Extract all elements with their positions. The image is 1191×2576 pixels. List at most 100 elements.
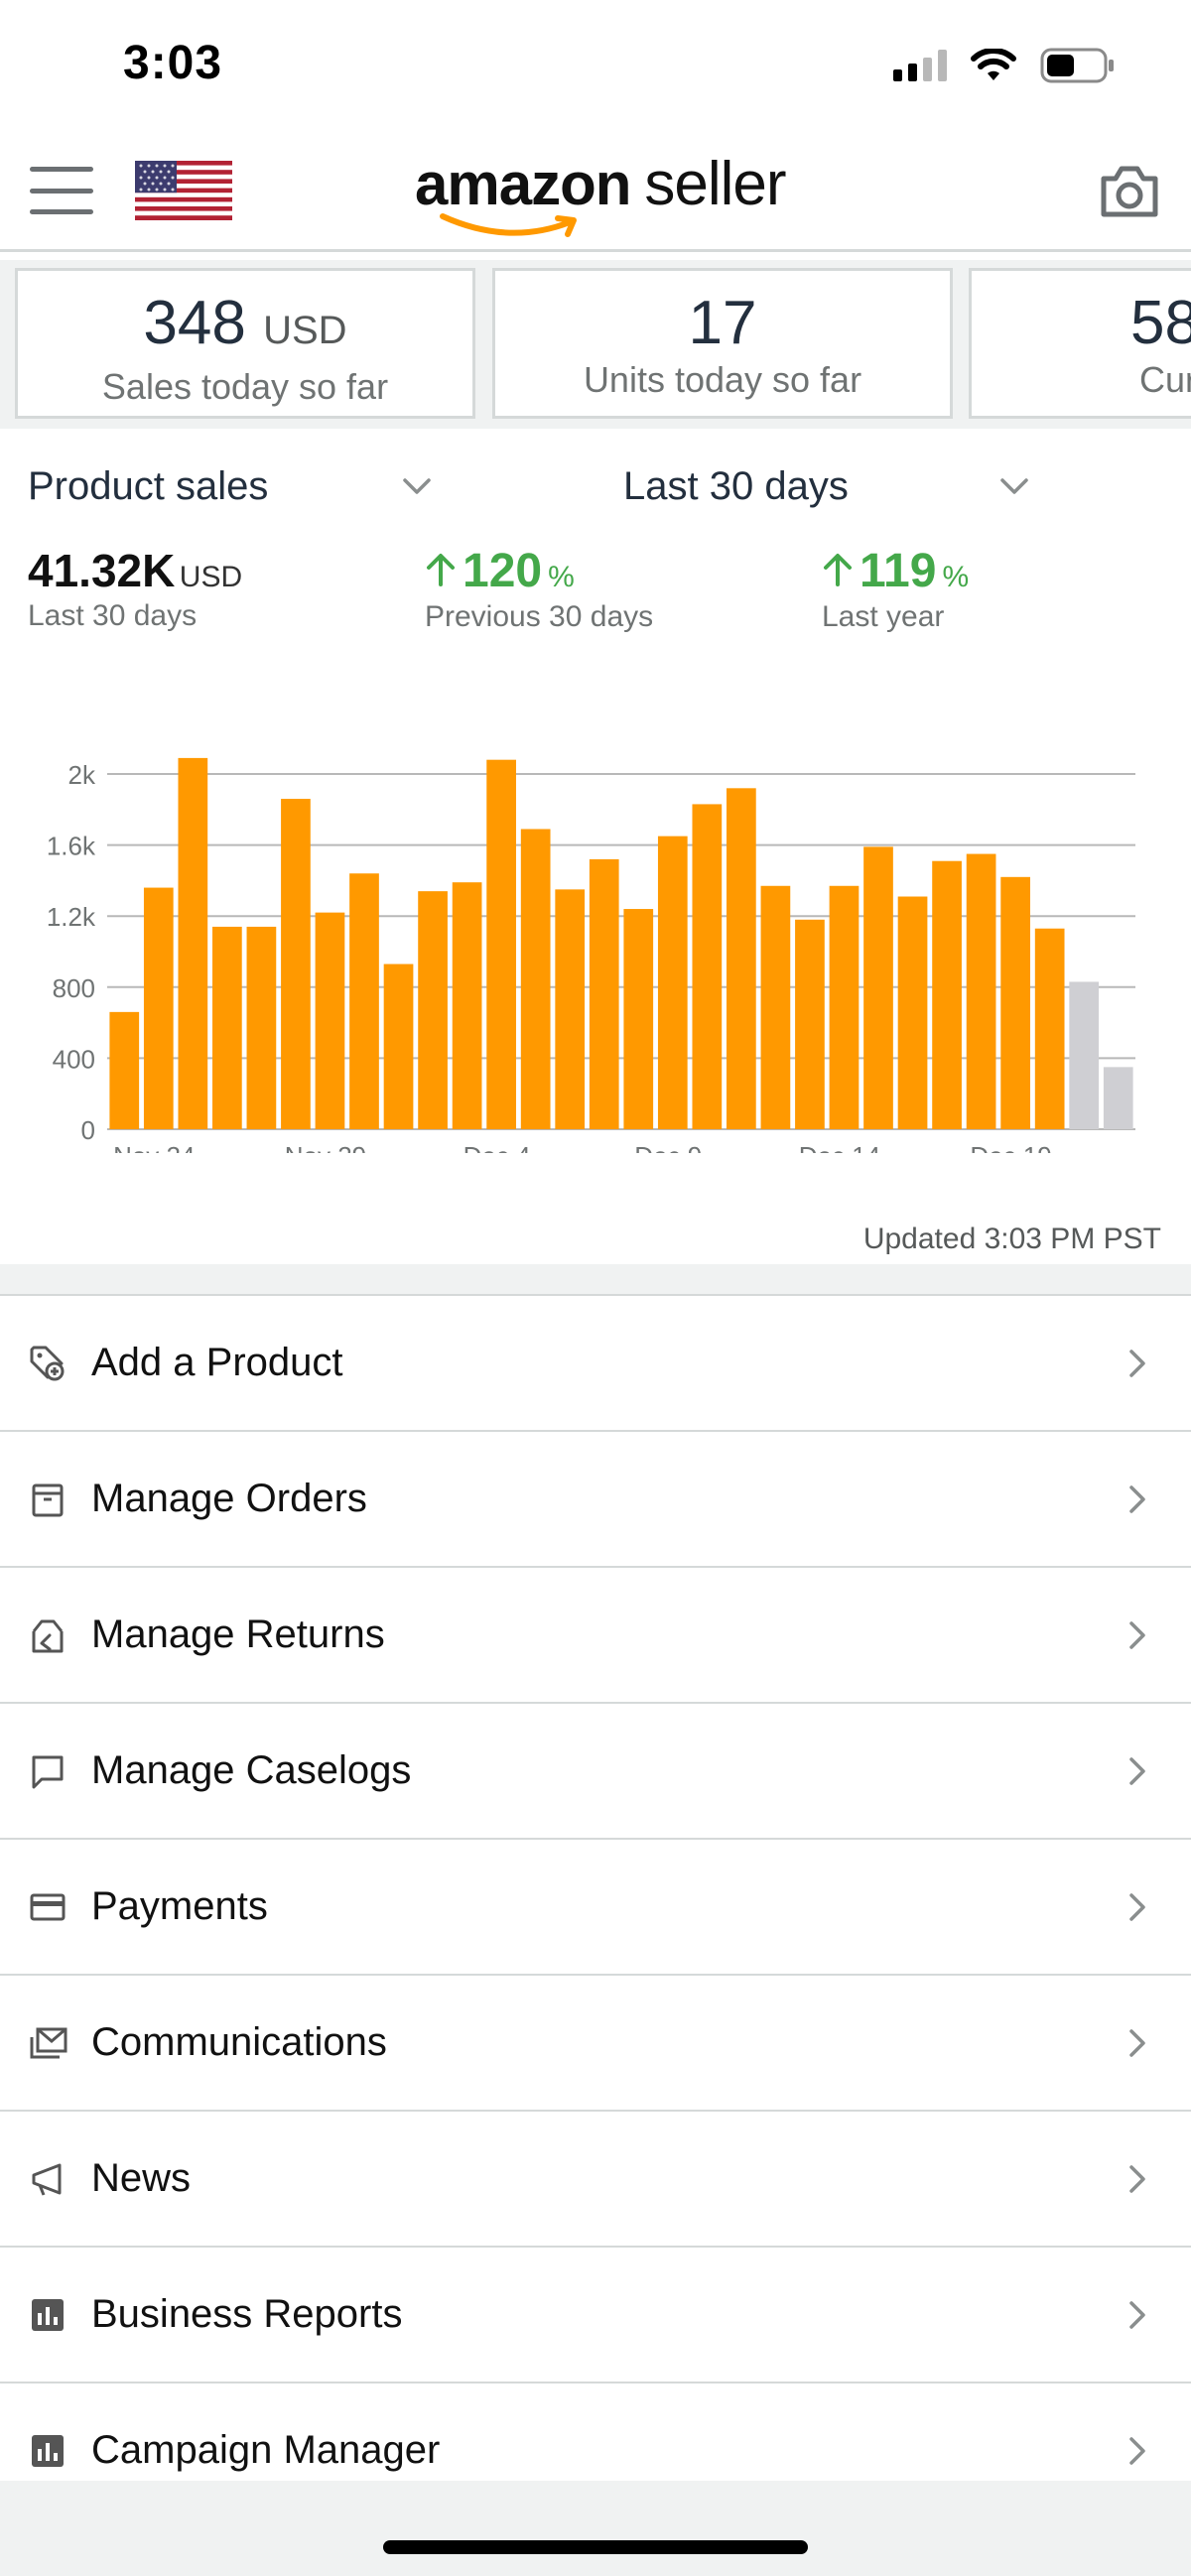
chart-bar[interactable] [1069,981,1100,1129]
chart-bar[interactable] [212,926,242,1129]
y-tick-label: 1.2k [47,902,96,932]
chart-bar[interactable] [760,885,791,1129]
menu-item-campaign-manager[interactable]: Campaign Manager [0,2382,1191,2517]
chart-bar[interactable] [418,891,448,1129]
arrow-up-icon [824,554,852,586]
menu-item-manage-caselogs[interactable]: Manage Caselogs [0,1702,1191,1838]
menu-item-news[interactable]: News [0,2110,1191,2246]
stat-previous: 120 % Previous 30 days [425,544,653,634]
chart-bar[interactable] [589,858,619,1129]
chart-bar[interactable] [1034,928,1065,1129]
status-bar: 3:03 [0,0,1191,129]
range-dropdown[interactable]: Last 30 days [623,464,849,508]
menu-item-label: News [91,2156,192,2200]
metric-unit: USD [263,309,347,352]
chevron-right-icon [1129,1756,1145,1785]
amazon-seller-logo: amazon seller [415,149,787,237]
metric-card-sales[interactable]: 348 USD Sales today so far [15,268,475,419]
credit-card-icon [30,1893,66,1920]
stat-total: 41.32K USD Last 30 days [28,544,242,633]
y-tick-label: 400 [53,1044,95,1074]
metric-value: 348 [143,289,246,357]
metric-card-current[interactable]: 5825 Current [969,268,1191,419]
menu-item-label: Add a Product [91,1341,343,1384]
menu-item-label: Communications [91,2020,387,2064]
chart-bar[interactable] [555,889,586,1129]
chart-bar[interactable] [109,1011,140,1129]
chart-bar[interactable] [692,804,723,1129]
camera-icon[interactable] [1098,161,1161,220]
chart-bar[interactable] [829,885,860,1129]
return-box-icon [32,1619,64,1652]
chart-bar[interactable] [623,909,654,1129]
app-header: amazon seller [0,129,1191,252]
chart-bar[interactable] [520,829,551,1129]
x-tick-label: Nov 29 [285,1141,366,1153]
chart-bar[interactable] [897,896,928,1129]
y-tick-label: 0 [81,1115,95,1145]
hamburger-menu-icon[interactable] [30,167,93,214]
cellular-signal-icon [893,50,947,81]
stat-total-label: Last 30 days [28,599,198,632]
battery-icon [1040,48,1114,83]
chart-bar[interactable] [349,873,379,1129]
chart-bar[interactable] [143,887,174,1129]
menu-item-add-a-product[interactable]: Add a Product [0,1294,1191,1430]
sales-bar-chart: 0 400 800 1.2k 1.6k 2k Nov 24 Nov 29 Dec 4 Dec 9 D… [47,757,1135,1153]
chart-bar[interactable] [657,836,688,1129]
logo-seller-text: seller [644,150,786,218]
chart-bar[interactable] [452,882,482,1129]
chart-bar[interactable] [795,919,825,1129]
y-tick-label: 800 [53,973,95,1003]
chevron-right-icon [1129,2300,1145,2329]
stat-previous-label: Previous 30 days [425,600,654,633]
bar-report-icon [32,2434,64,2467]
metric-dropdown[interactable]: Product sales [28,464,269,508]
chart-bar[interactable] [178,757,208,1129]
chevron-right-icon [1129,1620,1145,1649]
metric-value: 5825 [1130,289,1191,357]
chart-bar[interactable] [246,926,277,1129]
stat-previous-value: 120 [463,545,543,597]
chart-bar[interactable] [281,799,311,1129]
home-area [0,2481,1191,2576]
menu-item-manage-orders[interactable]: Manage Orders [0,1430,1191,1566]
chevron-right-icon [1129,2028,1145,2057]
updated-timestamp: Updated 3:03 PM PST [862,1223,1161,1255]
section-divider [0,1264,1191,1294]
menu-item-communications[interactable]: Communications [0,1974,1191,2110]
menu-item-payments[interactable]: Payments [0,1838,1191,1974]
wifi-icon [971,49,1016,80]
home-indicator[interactable] [383,2540,808,2554]
sales-panel: Product sales Last 30 days 41.32K USD La… [0,429,1191,1264]
menu-item-manage-returns[interactable]: Manage Returns [0,1566,1191,1702]
menu-item-label: Business Reports [91,2292,403,2336]
stat-total-value: 41.32K [28,545,176,596]
logo-amazon-text: amazon [415,151,631,217]
bar-report-icon [32,2298,64,2331]
stat-last-year-unit: % [942,561,970,593]
amazon-smile-icon [440,213,577,237]
chevron-down-icon[interactable] [401,476,433,496]
chart-bar[interactable] [1000,876,1030,1129]
metric-value: 17 [688,289,757,357]
chart-bar[interactable] [383,964,414,1129]
chart-bar[interactable] [863,846,893,1129]
us-flag-icon[interactable] [135,161,232,220]
chart-bar[interactable] [932,860,962,1129]
chevron-right-icon [1129,1484,1145,1513]
menu-item-label: Payments [91,1884,268,1928]
chevron-down-icon[interactable] [998,476,1030,496]
metrics-carousel[interactable]: 348 USD Sales today so far 17 Units toda… [0,260,1191,429]
navigation-menu: Add a Product Manage Orders Manage Returns… [0,1294,1191,2517]
metric-card-units[interactable]: 17 Units today so far [492,268,953,419]
chart-bar[interactable] [1103,1067,1133,1129]
x-tick-label: Dec 4 [463,1141,531,1153]
chart-bar[interactable] [486,759,516,1129]
chevron-right-icon [1129,1349,1145,1377]
menu-item-business-reports[interactable]: Business Reports [0,2246,1191,2382]
speech-bubble-icon [32,1755,64,1788]
chart-bar[interactable] [315,912,345,1129]
chart-bar[interactable] [727,788,756,1129]
chart-bar[interactable] [966,853,996,1129]
